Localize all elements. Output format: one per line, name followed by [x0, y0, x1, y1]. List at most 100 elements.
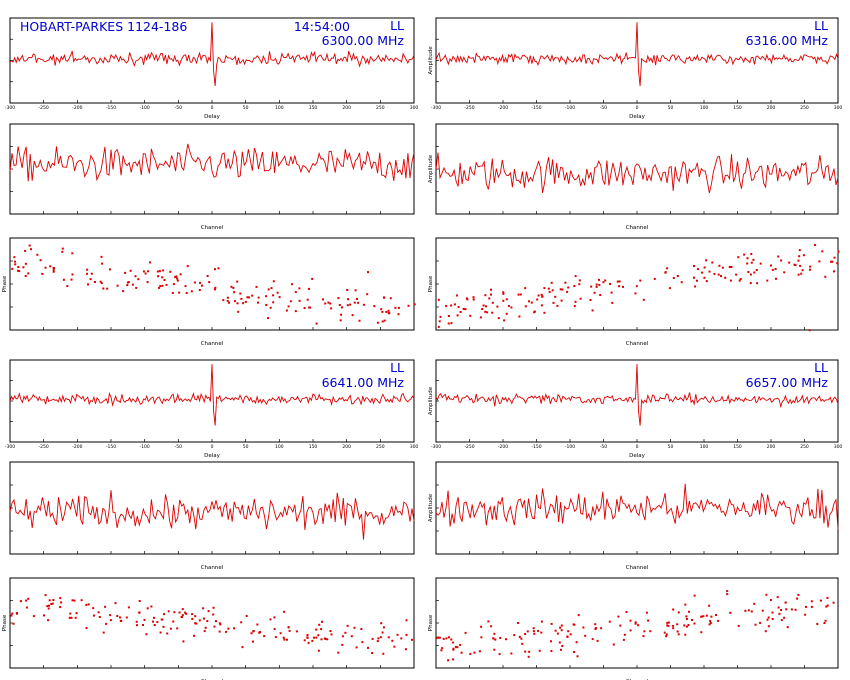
- phase-point: [180, 616, 183, 618]
- phase-point: [138, 600, 141, 602]
- phase-point: [599, 294, 602, 296]
- phase-point: [550, 650, 553, 652]
- phase-point: [634, 292, 637, 295]
- phase-point: [561, 288, 564, 291]
- y-axis-label: Amplitude: [428, 493, 434, 522]
- phase-point: [481, 308, 484, 310]
- x-tick-label: 250: [800, 444, 809, 450]
- phase-point: [198, 619, 201, 622]
- phase-point: [598, 283, 601, 286]
- phase-point: [339, 319, 342, 322]
- phase-point: [793, 263, 796, 266]
- phase-point: [274, 636, 277, 639]
- phase-point: [272, 280, 275, 283]
- phase-point: [730, 266, 733, 268]
- phase-point: [14, 260, 16, 263]
- phase-point: [175, 275, 178, 278]
- phase-point: [684, 633, 687, 636]
- phase-point: [552, 301, 555, 304]
- phase-point: [136, 624, 138, 627]
- phase-point: [666, 267, 669, 270]
- x-tick-label: 150: [309, 444, 318, 450]
- phase-point: [819, 599, 822, 602]
- phase-point: [826, 604, 829, 607]
- phase-point: [12, 622, 15, 625]
- phase-point: [241, 646, 244, 649]
- phase-point: [520, 637, 523, 640]
- phase-point: [159, 631, 162, 634]
- x-tick-label: -50: [600, 444, 607, 450]
- phase-point: [794, 608, 797, 611]
- phase-point: [60, 601, 63, 604]
- phase-point: [454, 645, 457, 648]
- phase-point: [165, 283, 168, 286]
- x-tick-label: 100: [700, 105, 709, 111]
- phase-point: [383, 296, 386, 299]
- phase-point: [100, 282, 103, 285]
- phase-point: [775, 277, 777, 280]
- phase-point: [771, 618, 774, 620]
- phase-point: [272, 301, 275, 304]
- phase-point: [573, 305, 576, 308]
- x-tick-label: -100: [140, 444, 150, 450]
- phase-point: [172, 283, 175, 286]
- phase-point: [341, 306, 343, 309]
- phase-point: [195, 622, 198, 625]
- phase-point: [693, 594, 696, 597]
- phase-point: [663, 631, 666, 634]
- phase-point: [780, 259, 783, 262]
- polarization-label: LL: [814, 18, 828, 33]
- phase-point: [747, 609, 750, 612]
- phase-point: [472, 296, 475, 299]
- phase-point: [625, 611, 628, 613]
- phase-point: [450, 322, 453, 325]
- phase-point: [287, 626, 290, 629]
- phase-point: [559, 288, 562, 291]
- phase-point: [47, 619, 50, 622]
- phase-point: [315, 636, 318, 639]
- phase-point: [179, 273, 182, 276]
- phase-point: [783, 616, 786, 619]
- phase-point: [240, 297, 243, 300]
- phase-point: [573, 651, 576, 653]
- x-tick-label: -100: [140, 105, 150, 111]
- phase-point: [203, 617, 205, 620]
- x-tick-label: -150: [531, 444, 541, 450]
- phase-point: [532, 630, 535, 633]
- phase-point: [478, 650, 481, 653]
- x-axis-label: Channel: [201, 341, 224, 347]
- phase-point: [666, 624, 669, 627]
- phase-point: [668, 287, 671, 290]
- phase-point: [298, 299, 301, 302]
- phase-point: [591, 309, 594, 312]
- phase-point: [818, 260, 821, 263]
- phase-point: [134, 275, 137, 278]
- phase-point: [360, 628, 363, 630]
- phase-point: [517, 293, 520, 296]
- phase-point: [202, 607, 205, 610]
- phase-point: [69, 612, 72, 615]
- phase-point: [496, 305, 499, 308]
- phase-point: [290, 283, 293, 286]
- phase-point: [358, 319, 361, 322]
- phase-point: [411, 638, 413, 641]
- phase-point: [510, 306, 513, 309]
- phase-point: [701, 271, 704, 274]
- phase-point: [59, 606, 62, 609]
- phase-point: [371, 637, 374, 640]
- x-tick-label: -250: [39, 444, 49, 450]
- x-tick-label: 50: [243, 444, 249, 450]
- x-tick-label: -300: [5, 444, 15, 450]
- phase-point: [457, 306, 460, 309]
- phase-point: [752, 258, 755, 261]
- phase-point: [236, 302, 239, 305]
- phase-point: [753, 271, 756, 274]
- y-axis-label: Amplitude: [428, 46, 434, 75]
- phase-point: [574, 300, 577, 303]
- phase-point: [687, 624, 690, 626]
- phase-point: [213, 625, 216, 628]
- phase-point: [24, 275, 27, 277]
- phase-point: [233, 291, 236, 294]
- phase-point: [452, 658, 455, 661]
- phase-point: [438, 636, 441, 639]
